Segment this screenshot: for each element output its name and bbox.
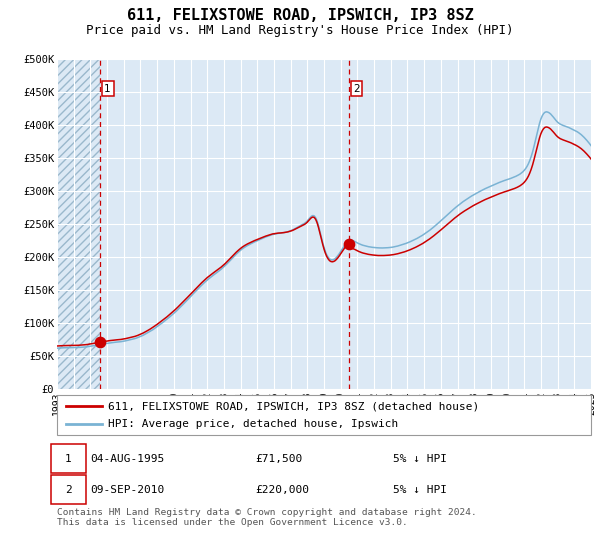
Text: 611, FELIXSTOWE ROAD, IPSWICH, IP3 8SZ (detached house): 611, FELIXSTOWE ROAD, IPSWICH, IP3 8SZ (… [108, 401, 479, 411]
Text: 1: 1 [104, 83, 111, 94]
Point [95, 338, 105, 347]
Bar [57, 59, 100, 389]
Text: 09-SEP-2010: 09-SEP-2010 [90, 485, 164, 494]
Text: £71,500: £71,500 [255, 454, 302, 464]
Text: Price paid vs. HM Land Registry's House Price Index (HPI): Price paid vs. HM Land Registry's House … [86, 24, 514, 37]
Text: 2: 2 [65, 485, 72, 494]
Text: 1: 1 [65, 454, 72, 464]
Text: 2: 2 [353, 83, 360, 94]
Text: £220,000: £220,000 [255, 485, 309, 494]
Text: 5% ↓ HPI: 5% ↓ HPI [393, 485, 447, 494]
Text: 5% ↓ HPI: 5% ↓ HPI [393, 454, 447, 464]
Text: 611, FELIXSTOWE ROAD, IPSWICH, IP3 8SZ: 611, FELIXSTOWE ROAD, IPSWICH, IP3 8SZ [127, 8, 473, 24]
Text: Contains HM Land Registry data © Crown copyright and database right 2024.
This d: Contains HM Land Registry data © Crown c… [57, 508, 477, 528]
Text: 04-AUG-1995: 04-AUG-1995 [90, 454, 164, 464]
Text: HPI: Average price, detached house, Ipswich: HPI: Average price, detached house, Ipsw… [108, 419, 398, 429]
Point [344, 239, 354, 248]
